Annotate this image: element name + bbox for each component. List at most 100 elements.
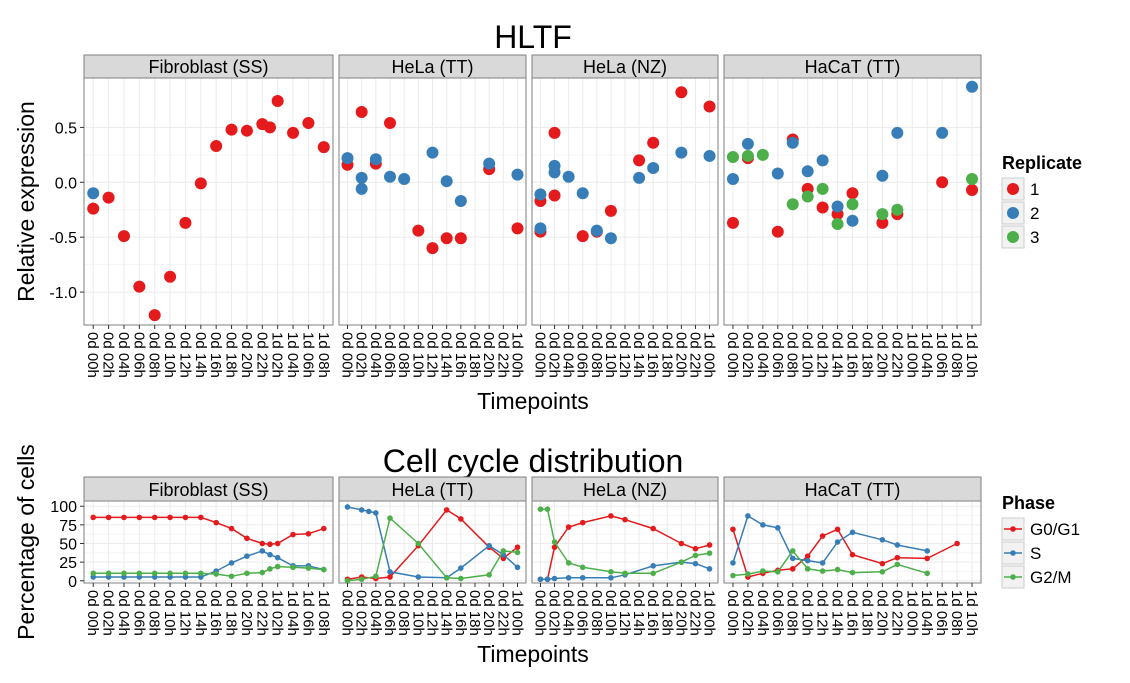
data-point-replicate-2 bbox=[483, 157, 496, 170]
x-tick-label: 0d 08h bbox=[784, 332, 801, 378]
data-point-g0-g1 bbox=[274, 540, 281, 547]
data-point-s bbox=[259, 548, 266, 554]
data-point-g2-m bbox=[514, 549, 521, 556]
x-tick-label: 0d 00h bbox=[724, 590, 741, 636]
y-tick-label: 100 bbox=[50, 499, 77, 516]
data-point-replicate-2 bbox=[590, 224, 603, 237]
facet-label: HaCaT (TT) bbox=[805, 480, 901, 500]
data-point-g2-m bbox=[819, 568, 826, 574]
x-tick-label: 1d 10h bbox=[963, 332, 980, 378]
x-tick-label: 0d 20h bbox=[672, 590, 689, 636]
data-point-g2-m bbox=[760, 568, 766, 574]
x-tick-label: 0d 22h bbox=[888, 590, 905, 636]
data-point-replicate-2 bbox=[633, 171, 646, 184]
x-tick-label: 0d 02h bbox=[546, 332, 563, 378]
legend-label: 2 bbox=[1030, 204, 1039, 223]
x-tick-label: 0d 10h bbox=[161, 590, 178, 636]
x-tick-label: 0d 16h bbox=[844, 590, 861, 636]
facet-label: Fibroblast (SS) bbox=[148, 57, 268, 77]
x-tick-label: 0d 18h bbox=[223, 332, 240, 378]
x-tick-label: 0d 06h bbox=[381, 590, 398, 636]
data-point-s bbox=[514, 564, 521, 571]
x-tick-label: 0d 04h bbox=[115, 590, 132, 636]
data-point-replicate-2 bbox=[936, 126, 949, 139]
x-tick-label: 0d 04h bbox=[115, 332, 132, 378]
x-tick-label: 1d 08h bbox=[948, 590, 965, 636]
data-point-g0-g1 bbox=[458, 516, 464, 522]
x-tick-label: 0d 08h bbox=[588, 332, 605, 378]
data-point-replicate-3 bbox=[966, 172, 979, 185]
x-tick-label: 0d 00h bbox=[84, 590, 101, 636]
x-tick-label: 0d 10h bbox=[409, 332, 426, 378]
data-point-s bbox=[924, 548, 931, 554]
data-point-replicate-1 bbox=[576, 230, 589, 243]
data-point-g0-g1 bbox=[819, 533, 826, 539]
x-tick-label: 0d 02h bbox=[353, 590, 370, 636]
x-tick-label: 0d 12h bbox=[616, 332, 633, 378]
data-point-replicate-1 bbox=[240, 124, 253, 137]
data-point-s bbox=[608, 574, 614, 581]
data-point-replicate-1 bbox=[548, 189, 561, 202]
data-point-g2-m bbox=[198, 570, 204, 577]
data-point-replicate-1 bbox=[440, 232, 453, 245]
data-point-replicate-2 bbox=[355, 171, 368, 184]
x-tick-label: 1d 10h bbox=[963, 590, 980, 636]
data-point-replicate-2 bbox=[576, 187, 589, 200]
data-point-g2-m bbox=[228, 573, 235, 580]
data-point-g0-g1 bbox=[514, 544, 521, 551]
data-point-g2-m bbox=[730, 572, 736, 579]
x-tick-label: 1d 06h bbox=[933, 590, 950, 636]
x-tick-label: 0d 02h bbox=[100, 332, 117, 378]
x-tick-label: 0d 02h bbox=[100, 590, 117, 636]
x-tick-label: 0d 20h bbox=[480, 590, 497, 636]
x-tick-label: 0d 22h bbox=[253, 590, 270, 636]
x-tick-label: 0d 14h bbox=[192, 590, 209, 636]
data-point-replicate-2 bbox=[786, 136, 799, 149]
x-tick-label: 0d 22h bbox=[253, 332, 270, 378]
facet-label: HeLa (TT) bbox=[391, 480, 473, 500]
data-point-s bbox=[834, 539, 841, 545]
y-tick-label: -0.5 bbox=[49, 230, 77, 247]
x-tick-label: 0d 00h bbox=[531, 590, 548, 636]
data-point-g2-m bbox=[320, 566, 327, 573]
data-point-g0-g1 bbox=[198, 514, 204, 521]
legend-phase: Phase G0/G1 S G2/M bbox=[1001, 493, 1080, 589]
data-point-replicate-2 bbox=[341, 152, 354, 165]
data-point-g0-g1 bbox=[789, 566, 796, 572]
x-tick-label: 0d 18h bbox=[466, 590, 483, 636]
data-point-replicate-1 bbox=[210, 140, 223, 153]
facet-label: HeLa (NZ) bbox=[583, 480, 667, 500]
x-tick-label: 0d 16h bbox=[207, 332, 224, 378]
data-point-replicate-1 bbox=[225, 123, 238, 136]
x-tick-label: 0d 20h bbox=[873, 590, 890, 636]
data-point-s bbox=[551, 575, 558, 582]
data-point-replicate-1 bbox=[726, 216, 739, 229]
x-tick-label: 0d 16h bbox=[644, 590, 661, 636]
data-point-g2-m bbox=[259, 569, 266, 576]
x-tick-label: 1d 04h bbox=[284, 590, 301, 636]
facet-label: HeLa (NZ) bbox=[583, 57, 667, 77]
x-tick-label: 0d 08h bbox=[784, 590, 801, 636]
legend-marker bbox=[1007, 207, 1019, 219]
data-point-g2-m bbox=[290, 564, 296, 571]
data-point-g0-g1 bbox=[849, 551, 856, 558]
x-tick-label: 1d 02h bbox=[269, 590, 286, 636]
data-point-g0-g1 bbox=[121, 514, 127, 521]
facet-strip bbox=[338, 476, 527, 502]
x-tick-label: 0d 14h bbox=[829, 332, 846, 378]
x-tick-label: 1d 06h bbox=[933, 332, 950, 378]
data-point-replicate-1 bbox=[102, 191, 115, 204]
data-point-replicate-1 bbox=[703, 100, 716, 113]
x-tick-label: 1d 08h bbox=[315, 590, 332, 636]
x-tick-label: 0d 08h bbox=[395, 590, 412, 636]
data-point-replicate-1 bbox=[384, 117, 396, 130]
legend-marker bbox=[1007, 231, 1019, 243]
x-tick-label: 0d 10h bbox=[799, 590, 816, 636]
data-point-s bbox=[565, 574, 572, 581]
data-point-s bbox=[774, 525, 781, 531]
data-point-s bbox=[730, 560, 736, 566]
data-point-g0-g1 bbox=[213, 519, 219, 526]
x-tick-label: 1d 00h bbox=[701, 590, 718, 636]
